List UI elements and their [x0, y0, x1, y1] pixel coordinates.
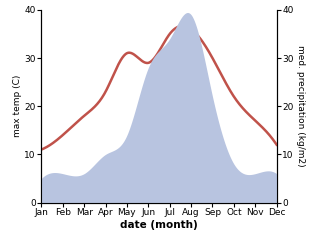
Y-axis label: max temp (C): max temp (C): [12, 75, 22, 137]
X-axis label: date (month): date (month): [120, 220, 198, 230]
Y-axis label: med. precipitation (kg/m2): med. precipitation (kg/m2): [296, 45, 306, 167]
